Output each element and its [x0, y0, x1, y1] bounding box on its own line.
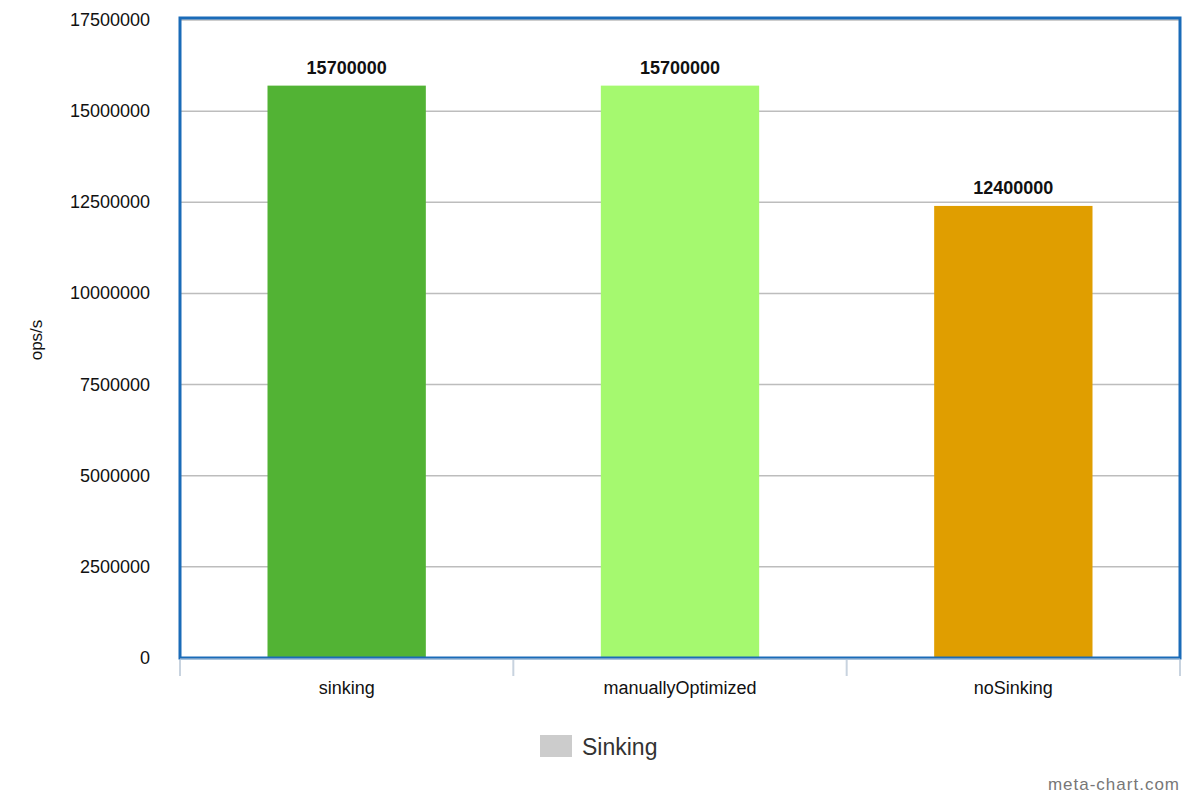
bar [601, 86, 759, 658]
data-label: 15700000 [640, 58, 720, 78]
y-tick-label: 0 [140, 648, 150, 668]
y-tick-label: 15000000 [70, 101, 150, 121]
bars [268, 86, 1093, 658]
x-axis-line [180, 659, 1180, 660]
legend-label: Sinking [582, 734, 657, 760]
y-tick-label: 12500000 [70, 192, 150, 212]
bar [268, 86, 426, 658]
chart-svg: 0 2500000 5000000 7500000 10000000 12500000 15… [0, 0, 1200, 800]
x-tick-label: manuallyOptimized [603, 678, 756, 698]
legend: Sinking [540, 734, 657, 760]
category-divider [512, 660, 514, 676]
x-tick-label: noSinking [974, 678, 1053, 698]
y-tick-label: 5000000 [80, 466, 150, 486]
y-tick-label: 7500000 [80, 375, 150, 395]
y-tick-label: 17500000 [70, 10, 150, 30]
category-divider [846, 660, 848, 676]
y-tick-label: 10000000 [70, 283, 150, 303]
category-divider [179, 660, 181, 676]
annotation: meta-chart.com [1048, 775, 1180, 794]
data-labels: 15700000 15700000 12400000 [307, 58, 1054, 198]
category-divider [1179, 660, 1181, 676]
legend-swatch [540, 735, 572, 757]
grid [180, 20, 1180, 658]
bar [934, 206, 1092, 658]
x-tick-label: sinking [319, 678, 375, 698]
data-label: 12400000 [973, 178, 1053, 198]
y-axis-label: ops/s [27, 320, 46, 361]
y-tick-label: 2500000 [80, 557, 150, 577]
data-label: 15700000 [307, 58, 387, 78]
plot-frame [180, 18, 1180, 658]
chart-container: 0 2500000 5000000 7500000 10000000 12500000 15… [0, 0, 1200, 800]
